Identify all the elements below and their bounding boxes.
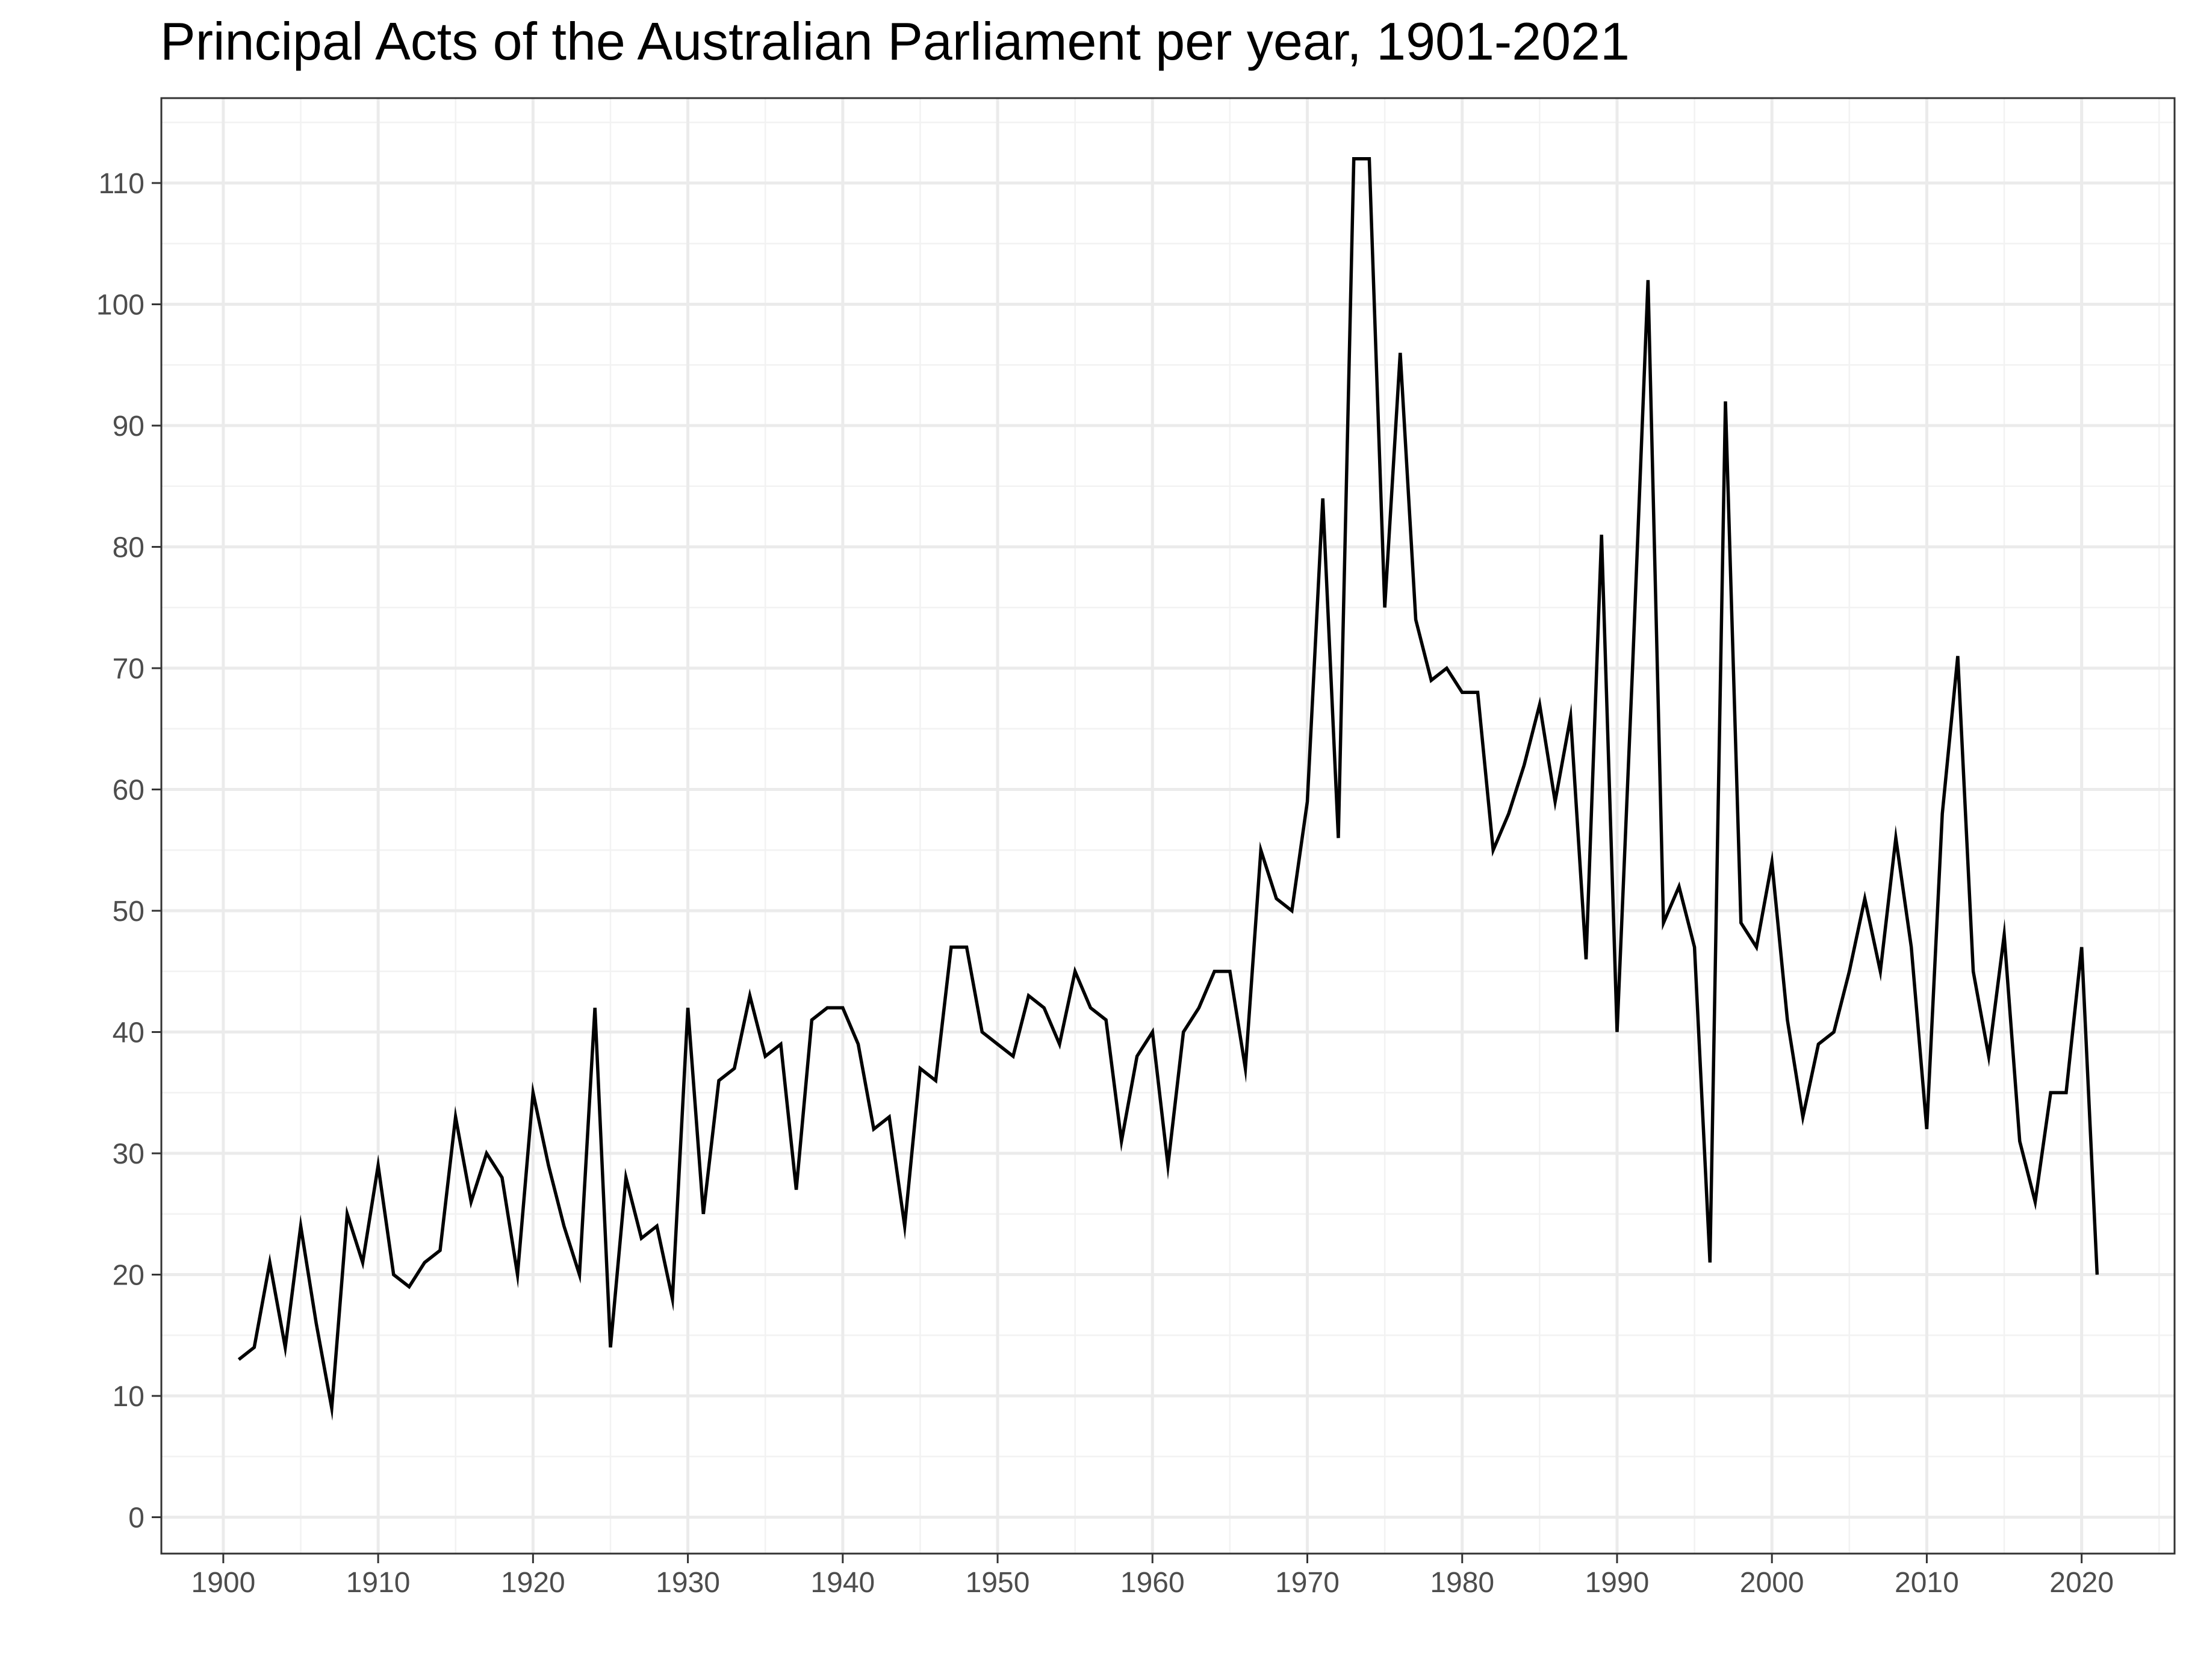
series-layer bbox=[237, 157, 2099, 1421]
x-tick-label: 1950 bbox=[966, 1567, 1030, 1599]
x-tick-label: 1990 bbox=[1585, 1567, 1650, 1599]
x-tick-label: 1930 bbox=[656, 1567, 720, 1599]
x-tick-label: 1940 bbox=[810, 1567, 875, 1599]
x-tick-label: 2020 bbox=[2049, 1567, 2114, 1599]
y-tick-label: 110 bbox=[98, 168, 144, 200]
x-tick-label: 1960 bbox=[1120, 1567, 1185, 1599]
x-tick-label: 1910 bbox=[346, 1567, 411, 1599]
y-tick-label: 90 bbox=[113, 411, 144, 442]
axis-ticks bbox=[152, 182, 2083, 1563]
series-line-0 bbox=[237, 157, 2099, 1421]
x-tick-label: 1970 bbox=[1275, 1567, 1340, 1599]
y-tick-label: 60 bbox=[113, 775, 144, 807]
y-tick-label: 30 bbox=[113, 1138, 144, 1170]
y-tick-label: 70 bbox=[113, 653, 144, 685]
y-tick-label: 0 bbox=[128, 1502, 144, 1534]
x-tick-label: 1920 bbox=[501, 1567, 565, 1599]
x-tick-label: 1980 bbox=[1430, 1567, 1494, 1599]
y-tick-label: 50 bbox=[113, 896, 144, 928]
x-tick-label: 2010 bbox=[1895, 1567, 1959, 1599]
panel-border bbox=[160, 97, 2176, 1555]
y-tick-label: 100 bbox=[96, 290, 144, 321]
x-tick-label: 1900 bbox=[191, 1567, 256, 1599]
x-axis-tick-labels: 1900 1910 1920 1930 1940 1950 1960 1970 1980 1990… bbox=[191, 1567, 2114, 1599]
major-gridlines bbox=[161, 98, 2175, 1554]
chart-title: Principal Acts of the Australian Parliam… bbox=[160, 11, 1630, 71]
y-tick-label: 40 bbox=[113, 1017, 144, 1049]
y-axis-tick-labels: 0 10 20 30 40 50 60 70 80 90 100 110 bbox=[96, 168, 144, 1534]
y-tick-label: 80 bbox=[113, 532, 144, 564]
x-tick-label: 2000 bbox=[1740, 1567, 1804, 1599]
y-tick-label: 10 bbox=[113, 1381, 144, 1413]
minor-gridlines bbox=[161, 98, 2175, 1554]
y-tick-label: 20 bbox=[113, 1260, 144, 1292]
